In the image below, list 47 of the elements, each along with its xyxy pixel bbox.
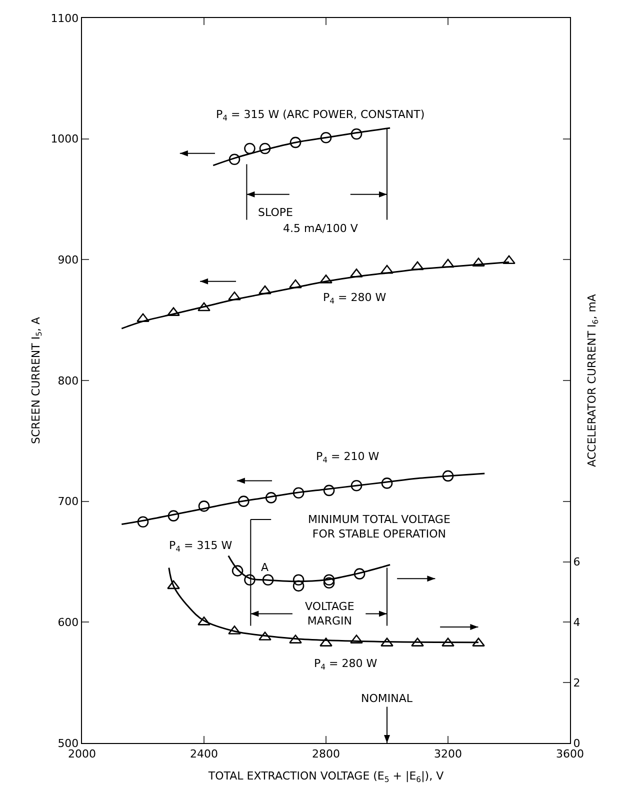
point	[136, 313, 150, 322]
point	[381, 478, 393, 489]
point	[442, 470, 454, 482]
annotation: SLOPE	[258, 206, 294, 219]
annotation: NOMINAL	[361, 692, 414, 705]
point	[168, 510, 180, 522]
annotation: 4.5 mA/100 V	[283, 222, 358, 235]
y-tick-label: 900	[58, 254, 79, 267]
y-tick-label: 800	[58, 374, 79, 388]
x-tick-label: 3200	[434, 747, 462, 760]
annotation: MINIMUM TOTAL VOLTAGE FOR STABLE OPERATION	[308, 513, 450, 540]
point	[228, 291, 241, 300]
point	[323, 484, 335, 496]
x-tick-label: 2400	[190, 747, 218, 760]
x-tick-label: 3600	[556, 747, 584, 760]
y-tick-label: 600	[58, 616, 79, 630]
annotation: A	[261, 561, 269, 574]
point	[292, 487, 304, 499]
point	[411, 261, 424, 270]
annotation: P$_{4}$ = 280 W	[323, 291, 386, 306]
point	[137, 516, 149, 528]
annotation: P$_{4}$ = 280 W	[314, 657, 378, 672]
point	[502, 255, 516, 264]
y2-tick-label: 2	[573, 676, 580, 690]
point	[442, 258, 454, 268]
point	[198, 302, 210, 312]
x-tick-label: 2000	[68, 747, 96, 760]
x-axis-title: TOTAL EXTRACTION VOLTAGE (E$_{5}$ + |E$_{6}$|), V	[207, 770, 444, 784]
y2-tick-label: 6	[573, 556, 580, 569]
y2-tick-label: 0	[573, 736, 580, 750]
point	[380, 264, 394, 274]
y-tick-label: 700	[58, 495, 79, 508]
x-tick-label: 2800	[312, 747, 340, 760]
annotation: VOLTAGE MARGIN	[305, 600, 354, 628]
point	[350, 480, 362, 492]
annotation: P$_{4}$ = 315 W (ARC POWER, CONSTANT)	[216, 108, 425, 122]
y-tick-label: 1100	[50, 12, 79, 25]
point	[198, 500, 210, 512]
point	[265, 492, 277, 504]
y-tick-label: 1000	[50, 132, 79, 146]
annotation: P$_{4}$ = 315 W	[169, 539, 232, 554]
y2-tick-label: 4	[573, 616, 580, 630]
annotation: P$_{4}$ = 210 W	[316, 450, 380, 464]
point	[258, 285, 272, 294]
point	[238, 496, 250, 507]
y-tick-label: 500	[58, 736, 79, 750]
point	[289, 279, 302, 288]
